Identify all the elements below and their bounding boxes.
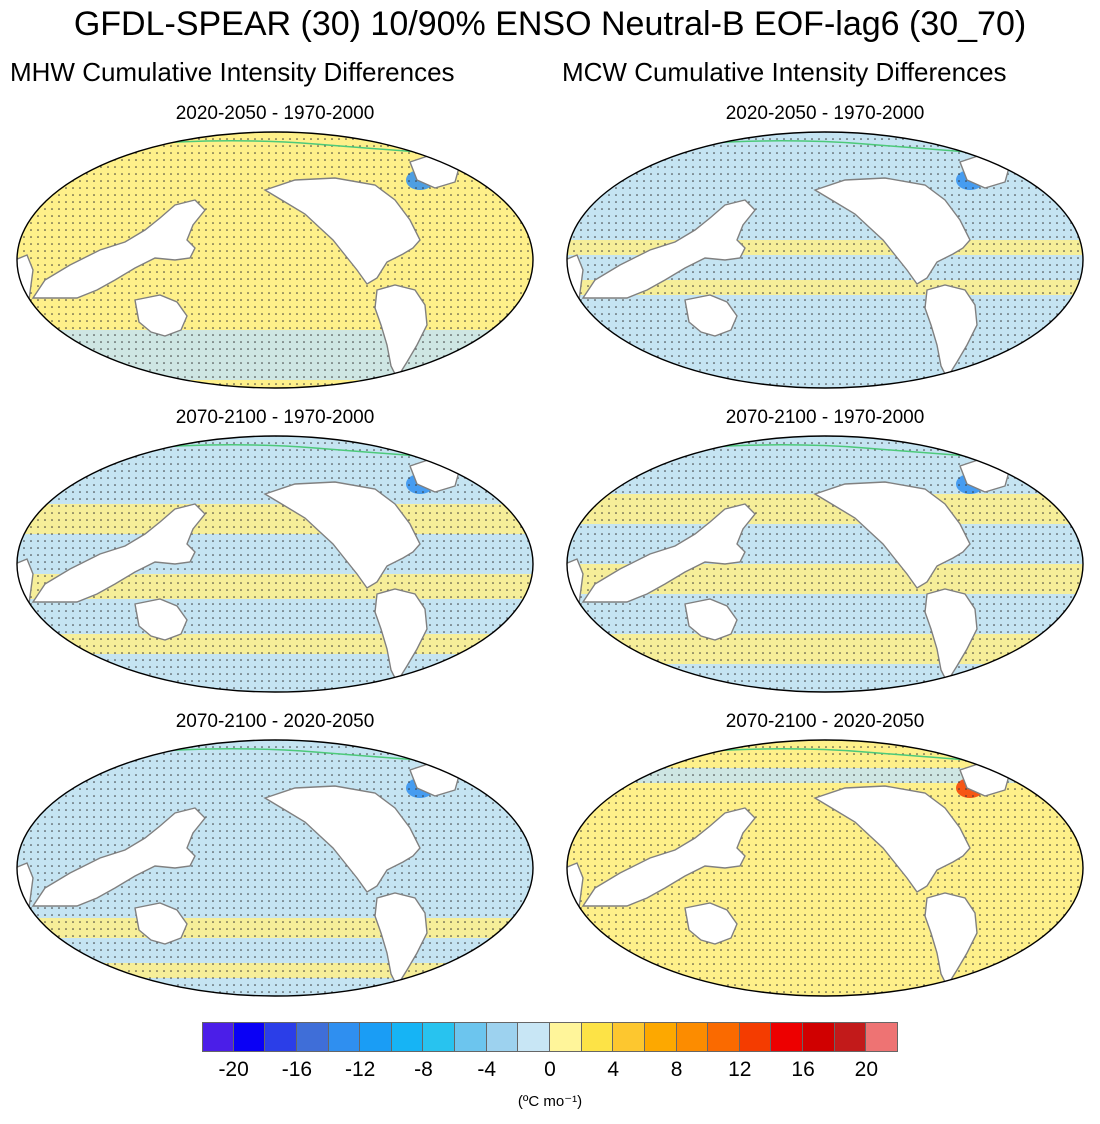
landmass [581, 199, 756, 299]
colorbar-box [613, 1022, 645, 1052]
landmass [684, 294, 738, 337]
colorbar-box [328, 1022, 361, 1052]
colorbar-box [296, 1022, 329, 1052]
mhw-column-title: MHW Cumulative Intensity Differences [10, 57, 455, 87]
colorbar-box [455, 1022, 487, 1052]
colorbar-tick-label: -20 [218, 1058, 249, 1081]
landmass [684, 902, 738, 945]
landmass [374, 284, 428, 380]
colorbar-units: (ºC mo⁻¹) [517, 1093, 583, 1110]
landmass [581, 503, 756, 603]
panel-title: 2070-2100 - 1970-2000 [175, 407, 375, 428]
landmass [924, 892, 978, 988]
landmass [263, 785, 421, 893]
mcw-column-title: MCW Cumulative Intensity Differences [562, 57, 1007, 87]
colorbar-tick-label: 16 [791, 1058, 815, 1081]
landmass [134, 902, 188, 945]
map-panel [15, 434, 535, 694]
colorbar-box [233, 1022, 266, 1052]
colorbar-tick-label: -12 [344, 1058, 376, 1081]
colorbar-box [360, 1022, 392, 1052]
colorbar [202, 1022, 898, 1054]
colorbar-box [423, 1022, 456, 1052]
landmass [684, 598, 738, 641]
colorbar-box [676, 1022, 709, 1052]
landmass [374, 588, 428, 684]
colorbar-tick-label: -8 [414, 1058, 433, 1081]
colorbar-box [834, 1022, 867, 1052]
landmass [31, 199, 206, 299]
colorbar-tick-label: -4 [477, 1058, 497, 1081]
colorbar-box [803, 1022, 835, 1052]
map-border [566, 435, 1084, 693]
colorbar-tick-label: 4 [607, 1058, 620, 1081]
colorbar-box [771, 1022, 804, 1052]
panel-title: 2070-2100 - 2020-2050 [175, 711, 375, 732]
landmass [263, 481, 421, 589]
panel-title: 2020-2050 - 1970-2000 [725, 103, 925, 124]
map-border [16, 435, 534, 693]
colorbar-box [581, 1022, 614, 1052]
landmass [813, 785, 971, 893]
landmass [263, 177, 421, 285]
landmass [374, 892, 428, 988]
map-panel [565, 130, 1085, 390]
colorbar-tick-label: 20 [854, 1058, 879, 1081]
colorbar-box [202, 1022, 234, 1052]
panel-title: 2020-2050 - 1970-2000 [175, 103, 375, 124]
colorbar-box [550, 1022, 582, 1052]
colorbar-tick-label: -16 [281, 1058, 313, 1081]
panel-title: 2070-2100 - 2020-2050 [725, 711, 925, 732]
landmass [581, 807, 756, 907]
colorbar-box [518, 1022, 550, 1052]
map-border [16, 739, 534, 997]
map-border [566, 739, 1084, 997]
landmass [813, 177, 971, 285]
landmass [134, 294, 188, 337]
colorbar-box [644, 1022, 677, 1052]
landmass [813, 481, 971, 589]
landmass [31, 807, 206, 907]
map-panel [15, 130, 535, 390]
figure-title: GFDL-SPEAR (30) 10/90% ENSO Neutral-B EO… [73, 5, 1027, 43]
colorbar-box [866, 1022, 898, 1052]
colorbar-tick-label: 0 [544, 1058, 556, 1081]
landmass [31, 503, 206, 603]
colorbar-box [486, 1022, 519, 1052]
panel-title: 2070-2100 - 1970-2000 [725, 407, 925, 428]
map-border [16, 131, 534, 389]
landmass [924, 284, 978, 380]
colorbar-box [265, 1022, 297, 1052]
map-panel [565, 434, 1085, 694]
colorbar-box [391, 1022, 424, 1052]
colorbar-tick-label: 12 [728, 1058, 752, 1081]
colorbar-box [708, 1022, 740, 1052]
colorbar-box [739, 1022, 772, 1052]
map-panel [15, 738, 535, 998]
map-panel [565, 738, 1085, 998]
colorbar-tick-label: 8 [670, 1058, 683, 1081]
map-border [566, 131, 1084, 389]
landmass [134, 598, 188, 641]
landmass [924, 588, 978, 684]
